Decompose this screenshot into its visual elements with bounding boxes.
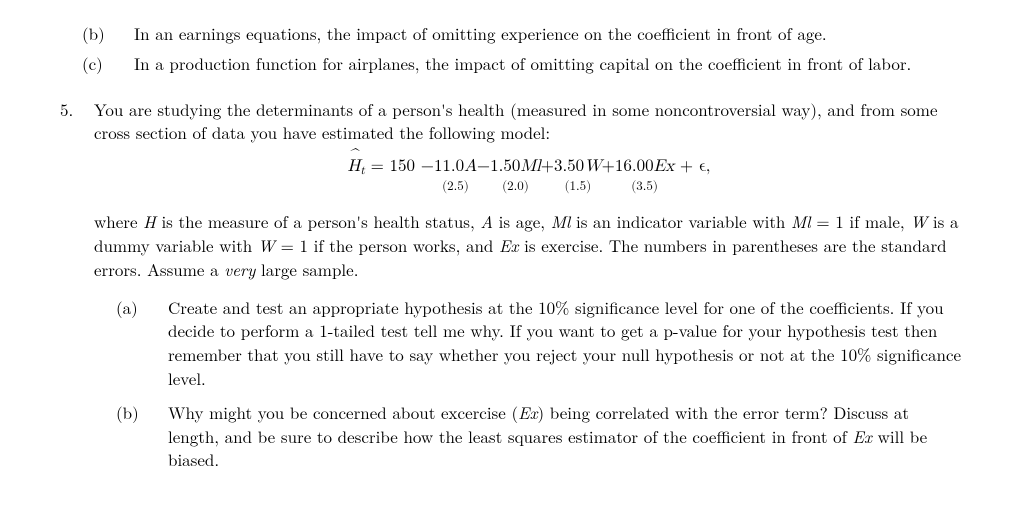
- prev-item-b-text: In an earnings equations, the impact of …: [134, 22, 964, 46]
- eqn-se: (2.0): [490, 178, 541, 196]
- eqn-coef: 3.50W: [554, 155, 602, 179]
- q5-a-label: (a): [94, 296, 168, 391]
- eqn-op: +: [541, 155, 554, 179]
- defs-H: is the measure of a person's health stat…: [156, 209, 481, 233]
- eqn-coef: 11.0A: [434, 155, 477, 179]
- prev-subitems: (b) In an earnings equations, the impact…: [60, 22, 964, 76]
- eqn-op: −: [477, 155, 490, 179]
- q5-b-text: Why might you be concerned about excerci…: [168, 401, 964, 472]
- eqn-op: −: [421, 155, 434, 179]
- var-Ex-b: Ex: [518, 400, 537, 424]
- defs-Ml2: = 1 if male,: [811, 209, 911, 233]
- q5-b-pre: Why might you be concerned about excerci…: [168, 400, 518, 424]
- var-Ml: Ml: [551, 209, 571, 233]
- q5-item-b: (b) Why might you be concerned about exc…: [94, 401, 964, 472]
- prev-item-c-text: In a production function for airplanes, …: [134, 52, 964, 76]
- var-A: A: [480, 209, 493, 233]
- var-W-2: W: [258, 233, 275, 257]
- question-5-body: You are studying the determinants of a p…: [94, 98, 964, 483]
- eqn-coef: 1.50Ml: [490, 155, 541, 179]
- q5-intro: You are studying the determinants of a p…: [94, 98, 964, 146]
- question-5: 5. You are studying the determinants of …: [60, 98, 964, 483]
- defs-very: very: [224, 257, 255, 281]
- prev-item-b: (b) In an earnings equations, the impact…: [60, 22, 964, 46]
- eqn-intercept: 150: [390, 155, 416, 179]
- defs-A: is age,: [493, 209, 551, 233]
- eqn-op: +: [602, 155, 615, 179]
- var-H: H: [143, 209, 156, 233]
- eqn-lhs-var: H: [348, 155, 361, 179]
- eqn-term: 1.50Ml(2.0): [490, 155, 541, 196]
- q5-a-text: Create and test an appropriate hypothesi…: [168, 296, 964, 391]
- defs-W2: = 1 if the person works, and: [275, 233, 499, 257]
- eqn-term: 16.00Ex(3.5): [615, 155, 674, 196]
- q5-item-a: (a) Create and test an appropriate hypot…: [94, 296, 964, 391]
- q5-defs: where H is the measure of a person's hea…: [94, 210, 964, 281]
- eqn-tail: + ϵ,: [680, 155, 711, 179]
- eqn-se: (1.5): [554, 178, 602, 196]
- prev-item-c-label: (c): [60, 52, 134, 76]
- q5-subitems: (a) Create and test an appropriate hypot…: [94, 296, 964, 473]
- defs-tail: large sample.: [255, 257, 358, 281]
- eqn-term: 3.50W(1.5): [554, 155, 602, 196]
- eqn-lhs-sub: t: [360, 165, 365, 177]
- question-5-label: 5.: [60, 98, 94, 483]
- prev-item-b-label: (b): [60, 22, 134, 46]
- defs-pre: where: [94, 209, 143, 233]
- eqn-term: 11.0A(2.5): [434, 155, 477, 196]
- eqn-coef: 16.00Ex: [615, 155, 674, 179]
- q5-equation: Ht = 150 − 11.0A(2.5) − 1.50Ml(2.0) + 3.…: [94, 155, 964, 196]
- var-Ex: Ex: [499, 233, 518, 257]
- var-Ex-b2: Ex: [853, 424, 872, 448]
- var-W: W: [910, 209, 927, 233]
- eqn-se: (2.5): [434, 178, 477, 196]
- eqn-se: (3.5): [615, 178, 674, 196]
- prev-item-c: (c) In a production function for airplan…: [60, 52, 964, 76]
- var-Ml-2: Ml: [791, 209, 811, 233]
- defs-Ml: is an indicator variable with: [570, 209, 791, 233]
- q5-b-label: (b): [94, 401, 168, 472]
